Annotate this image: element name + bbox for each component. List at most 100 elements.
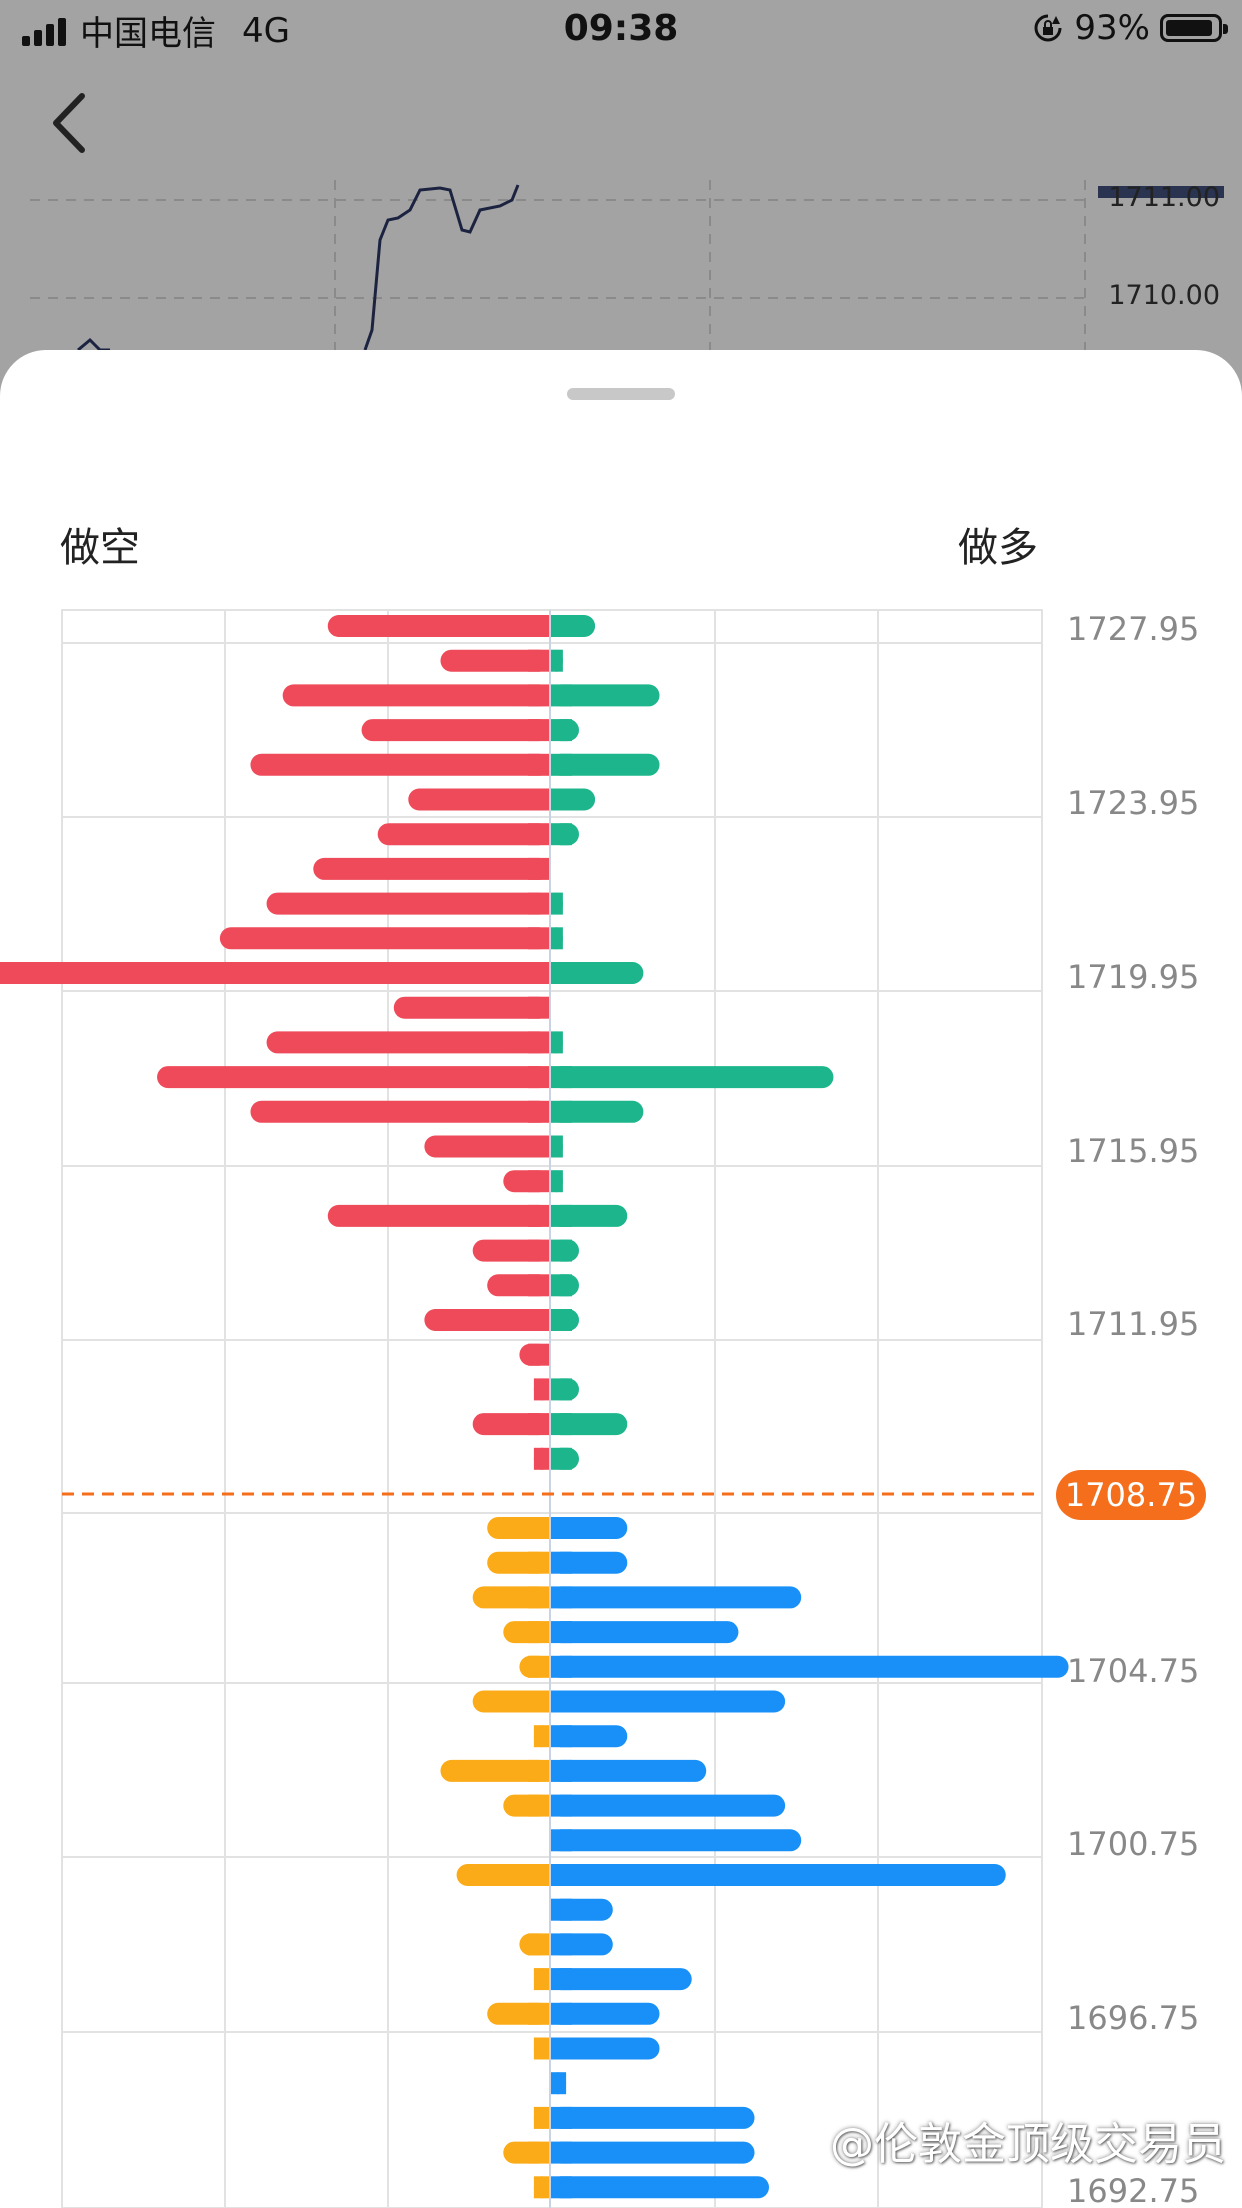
long-bar-edge	[550, 1864, 572, 1886]
short-bar-edge	[533, 2176, 550, 2199]
long-bar	[550, 1655, 1069, 1678]
short-bar	[282, 684, 550, 707]
long-bar	[550, 2002, 660, 2025]
long-bar-edge	[550, 1031, 563, 1054]
long-bar-edge	[550, 2002, 572, 2025]
bg-price-label: 1710.00	[1108, 280, 1220, 311]
long-bar-edge	[550, 1690, 572, 1713]
short-bar	[0, 962, 550, 984]
long-bar-edge	[550, 1274, 572, 1297]
long-bar-edge	[550, 788, 572, 811]
short-bar	[377, 823, 550, 846]
short-bar	[393, 996, 550, 1019]
price-tick-label: 1723.95	[1067, 784, 1199, 822]
short-bar-edge	[533, 1378, 550, 1401]
short-bar-edge	[533, 1725, 550, 1748]
long-bar-edge	[550, 892, 563, 915]
short-bar-edge	[528, 1413, 550, 1436]
long-bar	[550, 1621, 739, 1644]
long-bar-edge	[550, 927, 563, 950]
chart-frame	[61, 609, 1043, 2208]
short-bar-edge	[528, 615, 550, 637]
short-bar-edge	[533, 1447, 550, 1470]
short-bar	[266, 892, 550, 915]
short-bar	[440, 649, 550, 672]
price-tick-label: 1692.75	[1067, 2172, 1199, 2208]
long-bar-edge	[550, 1898, 572, 1921]
short-bar-edge	[528, 1864, 550, 1886]
status-bar: 中国电信 4G 09:38 93%	[0, 0, 1242, 62]
long-bar-edge	[550, 1725, 572, 1748]
short-bar	[456, 1864, 550, 1886]
short-bar-edge	[528, 1274, 550, 1297]
long-bar-edge	[550, 2106, 572, 2129]
short-bar-edge	[528, 1690, 550, 1713]
long-bar-edge	[550, 1551, 572, 1574]
long-bar-edge	[550, 1794, 572, 1817]
long-bar-edge	[550, 753, 572, 776]
short-bar-edge	[528, 1759, 550, 1782]
long-bar-edge	[550, 1135, 563, 1158]
bg-price-label: 1711.00	[1108, 182, 1220, 213]
short-bar-edge	[528, 1309, 550, 1331]
short-bar-edge	[528, 1031, 550, 1054]
short-bar-edge	[528, 1621, 550, 1644]
signal-icon	[22, 16, 66, 46]
short-bar	[327, 615, 550, 637]
carrier-name: 中国电信	[80, 14, 216, 54]
short-bar-edge	[533, 2106, 550, 2129]
short-bar	[157, 1066, 551, 1089]
long-bar	[550, 1829, 802, 1852]
short-bar-edge	[528, 649, 550, 672]
long-bar-edge	[550, 684, 572, 707]
short-bar	[250, 1100, 550, 1123]
long-bar	[550, 2037, 660, 2060]
short-bar-edge	[528, 927, 550, 950]
back-button[interactable]	[48, 92, 92, 154]
short-label: 做空	[60, 525, 140, 571]
short-bar	[440, 1759, 550, 1782]
price-tick-label: 1715.95	[1067, 1132, 1199, 1170]
long-bar-edge	[550, 1413, 572, 1436]
long-bar-edge	[550, 2141, 572, 2164]
short-bar	[361, 719, 550, 742]
short-bar	[219, 927, 551, 950]
long-bar-edge	[550, 649, 563, 672]
long-bar	[550, 1864, 1006, 1886]
long-bar	[550, 2141, 755, 2164]
long-label: 做多	[958, 525, 1038, 571]
status-time: 09:38	[563, 8, 679, 49]
short-bar-edge	[528, 788, 550, 811]
short-bar-edge	[528, 1170, 550, 1193]
long-bar	[550, 753, 660, 776]
long-bar	[550, 1586, 802, 1609]
short-bar	[313, 857, 550, 880]
long-bar-edge	[550, 2037, 572, 2060]
long-bar-edge	[550, 615, 572, 637]
sheet-drag-handle[interactable]	[567, 388, 675, 400]
short-bar-edge	[533, 1968, 550, 1991]
long-bar-edge	[550, 962, 572, 984]
short-bar-edge	[528, 753, 550, 776]
short-bar-edge	[528, 684, 550, 707]
long-bar-edge	[550, 2176, 572, 2199]
long-bar-edge	[550, 1447, 572, 1470]
short-bar-edge	[528, 719, 550, 742]
short-bar-edge	[528, 1135, 550, 1158]
long-bar-edge	[550, 1655, 572, 1678]
battery-icon	[1160, 14, 1228, 42]
long-bar-edge	[550, 1829, 572, 1852]
long-bar-edge	[550, 1239, 572, 1262]
short-bar-edge	[528, 2141, 550, 2164]
long-bar-edge	[550, 1759, 572, 1782]
short-bar-edge	[528, 1933, 550, 1956]
short-bar-edge	[528, 1586, 550, 1609]
long-bar-edge	[550, 1378, 572, 1401]
long-bar-edge	[550, 1933, 572, 1956]
short-bar-edge	[528, 1100, 550, 1123]
short-bar-edge	[528, 962, 550, 984]
long-bar-edge	[550, 2072, 567, 2095]
long-bar-edge	[550, 719, 572, 742]
current-price-label: 1708.75	[1065, 1476, 1197, 1514]
